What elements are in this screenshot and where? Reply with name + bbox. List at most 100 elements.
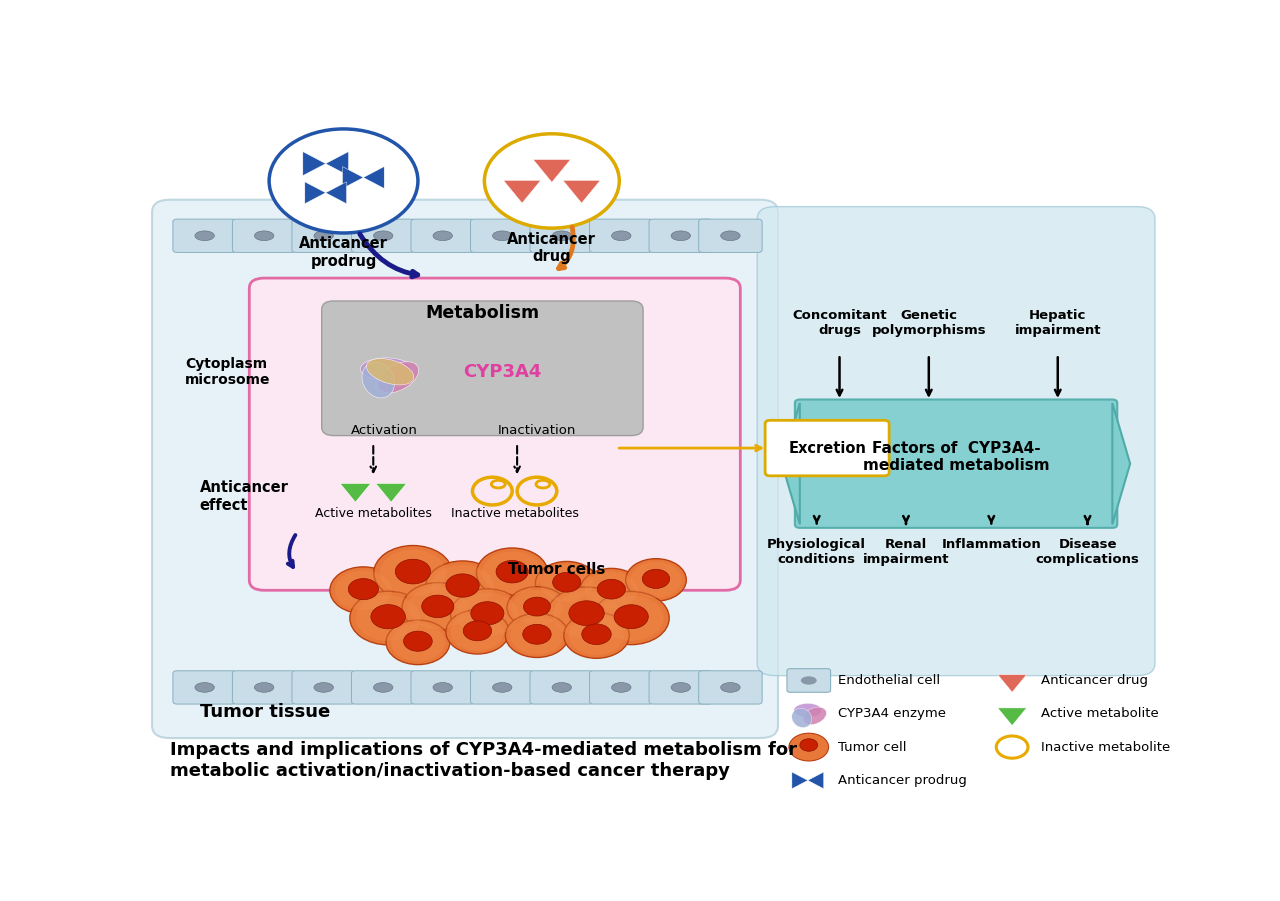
Ellipse shape — [552, 231, 571, 241]
Polygon shape — [364, 167, 384, 188]
Ellipse shape — [433, 683, 452, 692]
Ellipse shape — [612, 231, 631, 241]
Text: Active metabolites: Active metabolites — [315, 507, 431, 521]
Ellipse shape — [493, 683, 512, 692]
Ellipse shape — [195, 231, 214, 241]
Circle shape — [626, 559, 686, 601]
Polygon shape — [340, 484, 371, 502]
Text: CYP3A4: CYP3A4 — [463, 363, 541, 381]
Circle shape — [511, 616, 563, 654]
FancyBboxPatch shape — [352, 219, 415, 252]
Circle shape — [512, 590, 562, 625]
Polygon shape — [782, 403, 800, 524]
Circle shape — [568, 601, 604, 625]
Polygon shape — [997, 675, 1027, 692]
Circle shape — [374, 545, 452, 600]
Circle shape — [445, 610, 509, 654]
Circle shape — [387, 620, 449, 665]
Circle shape — [630, 562, 682, 598]
Text: Inactivation: Inactivation — [498, 424, 576, 437]
Circle shape — [614, 605, 648, 629]
Circle shape — [451, 589, 524, 641]
Circle shape — [451, 614, 504, 651]
Polygon shape — [343, 167, 364, 188]
Ellipse shape — [671, 231, 690, 241]
Circle shape — [445, 574, 479, 597]
Ellipse shape — [361, 358, 412, 380]
Circle shape — [506, 614, 568, 658]
Circle shape — [269, 129, 417, 233]
Text: Inflammation: Inflammation — [941, 538, 1041, 551]
Circle shape — [585, 571, 637, 609]
Circle shape — [553, 591, 620, 638]
Text: Anticancer
prodrug: Anticancer prodrug — [300, 236, 388, 268]
Circle shape — [421, 596, 454, 617]
FancyBboxPatch shape — [765, 420, 890, 476]
Circle shape — [390, 623, 445, 661]
Ellipse shape — [552, 683, 571, 692]
Polygon shape — [303, 151, 325, 176]
Text: Anticancer
drug: Anticancer drug — [507, 232, 596, 264]
Circle shape — [593, 591, 669, 644]
Ellipse shape — [433, 231, 452, 241]
FancyBboxPatch shape — [530, 670, 594, 704]
FancyBboxPatch shape — [292, 670, 356, 704]
Text: Renal
impairment: Renal impairment — [863, 538, 950, 566]
Circle shape — [380, 550, 447, 596]
Ellipse shape — [255, 231, 274, 241]
FancyBboxPatch shape — [173, 219, 237, 252]
FancyBboxPatch shape — [699, 670, 762, 704]
Circle shape — [563, 613, 630, 659]
FancyBboxPatch shape — [233, 670, 296, 704]
Ellipse shape — [362, 362, 394, 398]
Polygon shape — [503, 180, 541, 203]
FancyBboxPatch shape — [649, 670, 713, 704]
FancyBboxPatch shape — [233, 219, 296, 252]
Ellipse shape — [803, 707, 827, 724]
Text: Active metabolite: Active metabolite — [1041, 707, 1158, 720]
Text: Metabolism: Metabolism — [425, 304, 539, 322]
Circle shape — [484, 133, 620, 228]
Polygon shape — [532, 159, 571, 182]
Ellipse shape — [792, 708, 812, 728]
Circle shape — [481, 551, 543, 594]
Text: Endothelial cell: Endothelial cell — [837, 674, 940, 687]
Polygon shape — [325, 182, 347, 204]
Ellipse shape — [255, 683, 274, 692]
Text: Concomitant
drugs: Concomitant drugs — [792, 309, 887, 337]
Circle shape — [535, 561, 598, 605]
FancyBboxPatch shape — [411, 670, 475, 704]
Ellipse shape — [671, 683, 690, 692]
Circle shape — [581, 623, 612, 644]
Text: Anticancer drug: Anticancer drug — [1041, 674, 1148, 687]
Circle shape — [348, 578, 379, 600]
Polygon shape — [305, 182, 325, 204]
Polygon shape — [997, 708, 1027, 725]
Polygon shape — [808, 772, 823, 788]
Circle shape — [497, 560, 529, 583]
FancyBboxPatch shape — [173, 670, 237, 704]
FancyBboxPatch shape — [787, 669, 831, 692]
FancyBboxPatch shape — [699, 219, 762, 252]
Circle shape — [599, 596, 663, 641]
Text: Tumor tissue: Tumor tissue — [200, 703, 330, 721]
Circle shape — [507, 587, 567, 629]
Circle shape — [425, 561, 499, 613]
Circle shape — [396, 560, 430, 584]
Ellipse shape — [721, 231, 740, 241]
Circle shape — [524, 597, 550, 616]
Circle shape — [540, 565, 594, 602]
Text: Disease
complications: Disease complications — [1036, 538, 1139, 566]
Text: Inactive metabolite: Inactive metabolite — [1041, 741, 1170, 753]
Polygon shape — [1112, 403, 1130, 524]
Ellipse shape — [801, 677, 817, 685]
Circle shape — [463, 621, 492, 641]
Circle shape — [522, 624, 552, 644]
Text: CYP3A4 enzyme: CYP3A4 enzyme — [837, 707, 946, 720]
Polygon shape — [376, 484, 407, 502]
FancyBboxPatch shape — [352, 670, 415, 704]
FancyBboxPatch shape — [795, 399, 1117, 528]
FancyBboxPatch shape — [471, 219, 534, 252]
Circle shape — [330, 567, 397, 614]
Ellipse shape — [612, 683, 631, 692]
